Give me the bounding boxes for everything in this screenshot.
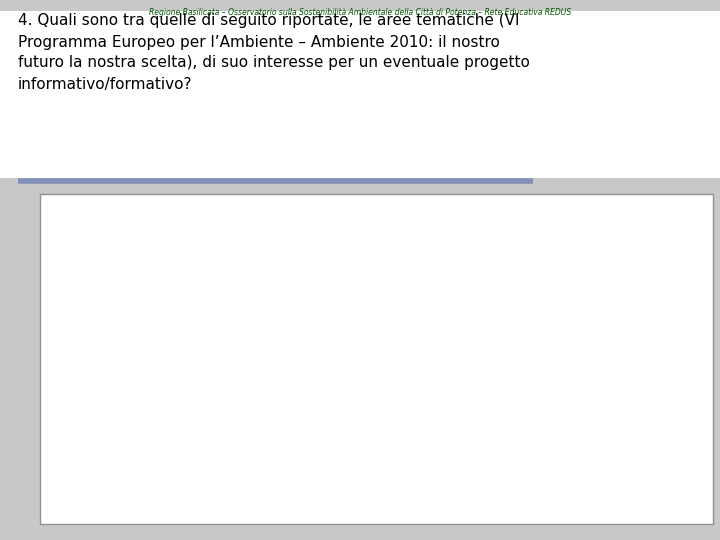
Polygon shape	[299, 235, 341, 426]
Polygon shape	[299, 235, 330, 445]
Polygon shape	[230, 370, 261, 431]
Text: Cambiamento climatico: Cambiamento climatico	[516, 243, 631, 253]
Text: Regione Basilicata – Osservatorio sulla Sostenibilità Ambientale della Città di : Regione Basilicata – Osservatorio sulla …	[149, 8, 571, 17]
FancyBboxPatch shape	[484, 292, 498, 308]
Polygon shape	[367, 288, 410, 426]
Text: 4. Quali sono tra quelle di seguito riportate, le aree tematiche (VI
Programma E: 4. Quali sono tra quelle di seguito ripo…	[18, 14, 530, 91]
Text: 16,38%: 16,38%	[255, 328, 290, 368]
Polygon shape	[367, 288, 399, 440]
Text: 56,03%: 56,03%	[323, 193, 359, 233]
Polygon shape	[182, 315, 214, 437]
Polygon shape	[251, 370, 282, 431]
FancyBboxPatch shape	[484, 406, 498, 423]
Polygon shape	[161, 315, 193, 437]
Polygon shape	[230, 370, 272, 426]
FancyBboxPatch shape	[484, 240, 498, 256]
Text: Natura e biodiversità: Natura e biodiversità	[516, 295, 618, 305]
Polygon shape	[320, 235, 351, 445]
Text: Uso sostenibile delle risorse
naturali e rifiuti.: Uso sostenibile delle risorse naturali e…	[516, 403, 652, 425]
Text: 32,76%: 32,76%	[186, 272, 222, 312]
Polygon shape	[161, 315, 203, 426]
Text: 40,52%: 40,52%	[392, 246, 428, 286]
Text: ambiente e salute: ambiente e salute	[516, 348, 604, 357]
Polygon shape	[83, 426, 484, 441]
Polygon shape	[388, 288, 420, 440]
FancyBboxPatch shape	[475, 205, 698, 443]
FancyBboxPatch shape	[484, 344, 498, 361]
